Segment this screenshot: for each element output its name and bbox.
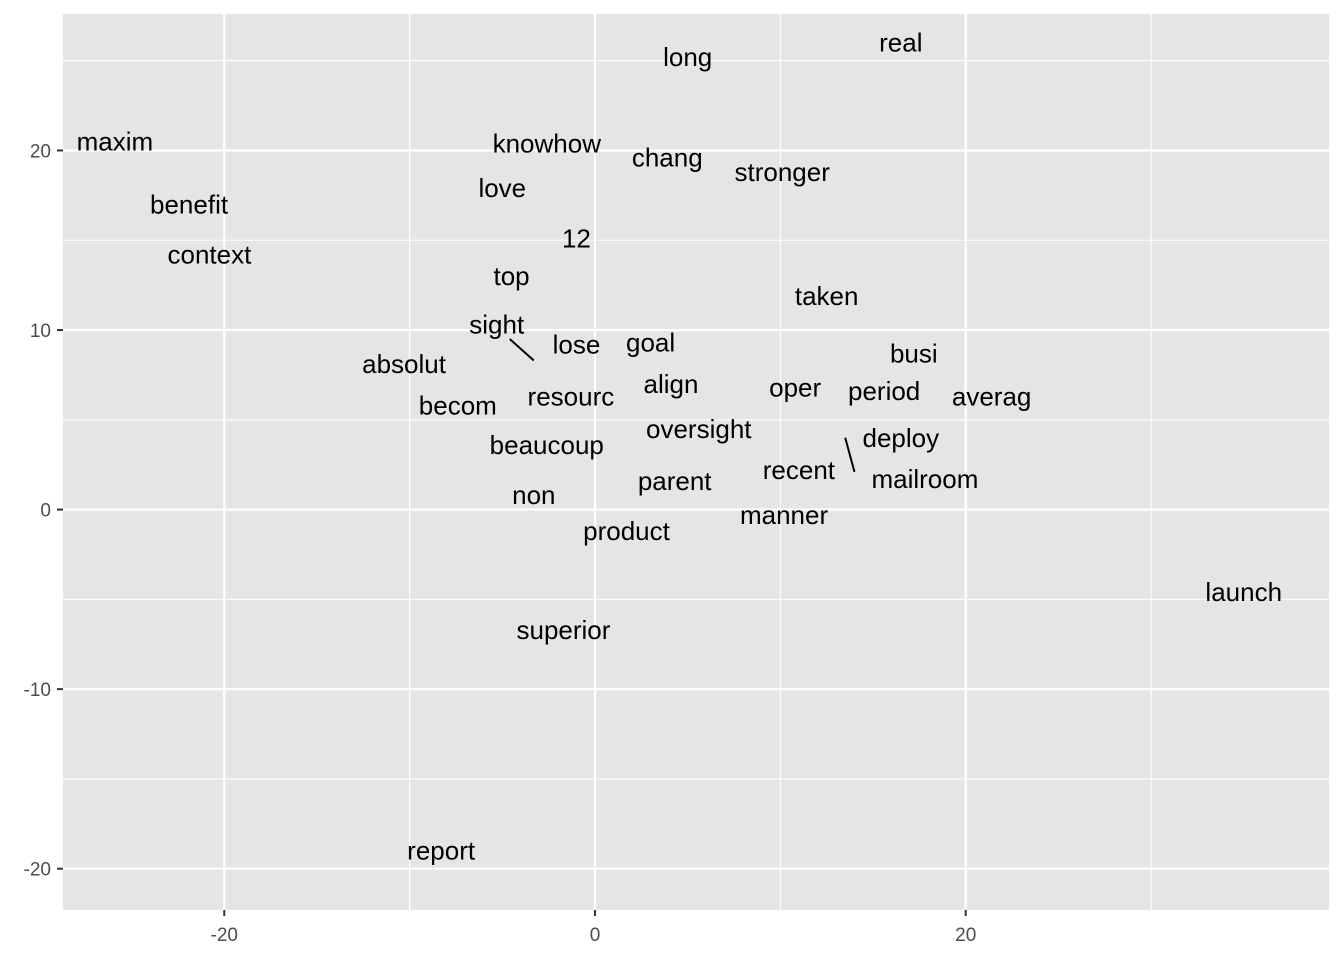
word-label-sight: sight — [469, 310, 525, 340]
x-tick-label: 20 — [955, 925, 976, 946]
word-label-superior: superior — [516, 615, 610, 645]
word-label-goal: goal — [626, 328, 675, 358]
word-label-report: report — [407, 836, 476, 866]
y-tick-label: -10 — [24, 680, 51, 701]
word-label-non: non — [512, 480, 555, 510]
word-label-stronger: stronger — [734, 157, 830, 187]
word-label-busi: busi — [890, 338, 938, 368]
leader-line-mailroom — [844, 437, 856, 473]
word-label-taken: taken — [795, 281, 859, 311]
word-labels: real long maxim knowhow chang stronger love ben… — [77, 28, 1282, 866]
word-label-long: long — [663, 42, 712, 72]
word-label-absolut: absolut — [362, 349, 447, 379]
word-label-averag: averag — [952, 381, 1032, 411]
word-label-product: product — [583, 516, 670, 546]
word-label-resourc: resourc — [528, 381, 615, 411]
leader-line-sight — [509, 338, 535, 362]
major-gridlines — [63, 14, 1329, 910]
word-label-top: top — [493, 261, 529, 291]
word-label-parent: parent — [638, 466, 712, 496]
panel-background — [63, 14, 1329, 910]
x-axis: -20 0 20 — [211, 910, 976, 946]
word-label-beaucoup: beaucoup — [490, 430, 604, 460]
word-label-lose: lose — [553, 329, 601, 359]
word-label-context: context — [168, 240, 253, 270]
word-label-maxim: maxim — [77, 126, 154, 156]
word-label-manner: manner — [740, 500, 828, 530]
word-label-becom: becom — [419, 390, 497, 420]
y-tick-label: 10 — [30, 321, 51, 342]
word-label-launch: launch — [1205, 577, 1282, 607]
minor-gridlines — [63, 14, 1329, 910]
leader-lines — [509, 338, 856, 473]
word-label-chang: chang — [632, 143, 703, 173]
word-label-oversight: oversight — [646, 414, 752, 444]
word-label-mailroom: mailroom — [871, 464, 978, 494]
word-label-knowhow: knowhow — [493, 128, 602, 158]
y-tick-label: 20 — [30, 141, 51, 162]
x-tick-label: -20 — [211, 925, 238, 946]
word-label-period: period — [848, 376, 920, 406]
word-label-recent: recent — [763, 455, 836, 485]
y-axis: -20 -10 0 10 20 — [24, 141, 63, 881]
x-tick-label: 0 — [590, 925, 601, 946]
word-label-oper: oper — [769, 372, 821, 402]
word-label-align: align — [644, 369, 699, 399]
y-tick-label: -20 — [24, 860, 51, 881]
word-label-deploy: deploy — [863, 423, 940, 453]
word-label-benefit: benefit — [150, 189, 229, 219]
word-label-real: real — [879, 28, 922, 58]
word-label-love: love — [478, 173, 526, 203]
word-label-12: 12 — [562, 223, 591, 253]
y-tick-label: 0 — [40, 501, 51, 522]
